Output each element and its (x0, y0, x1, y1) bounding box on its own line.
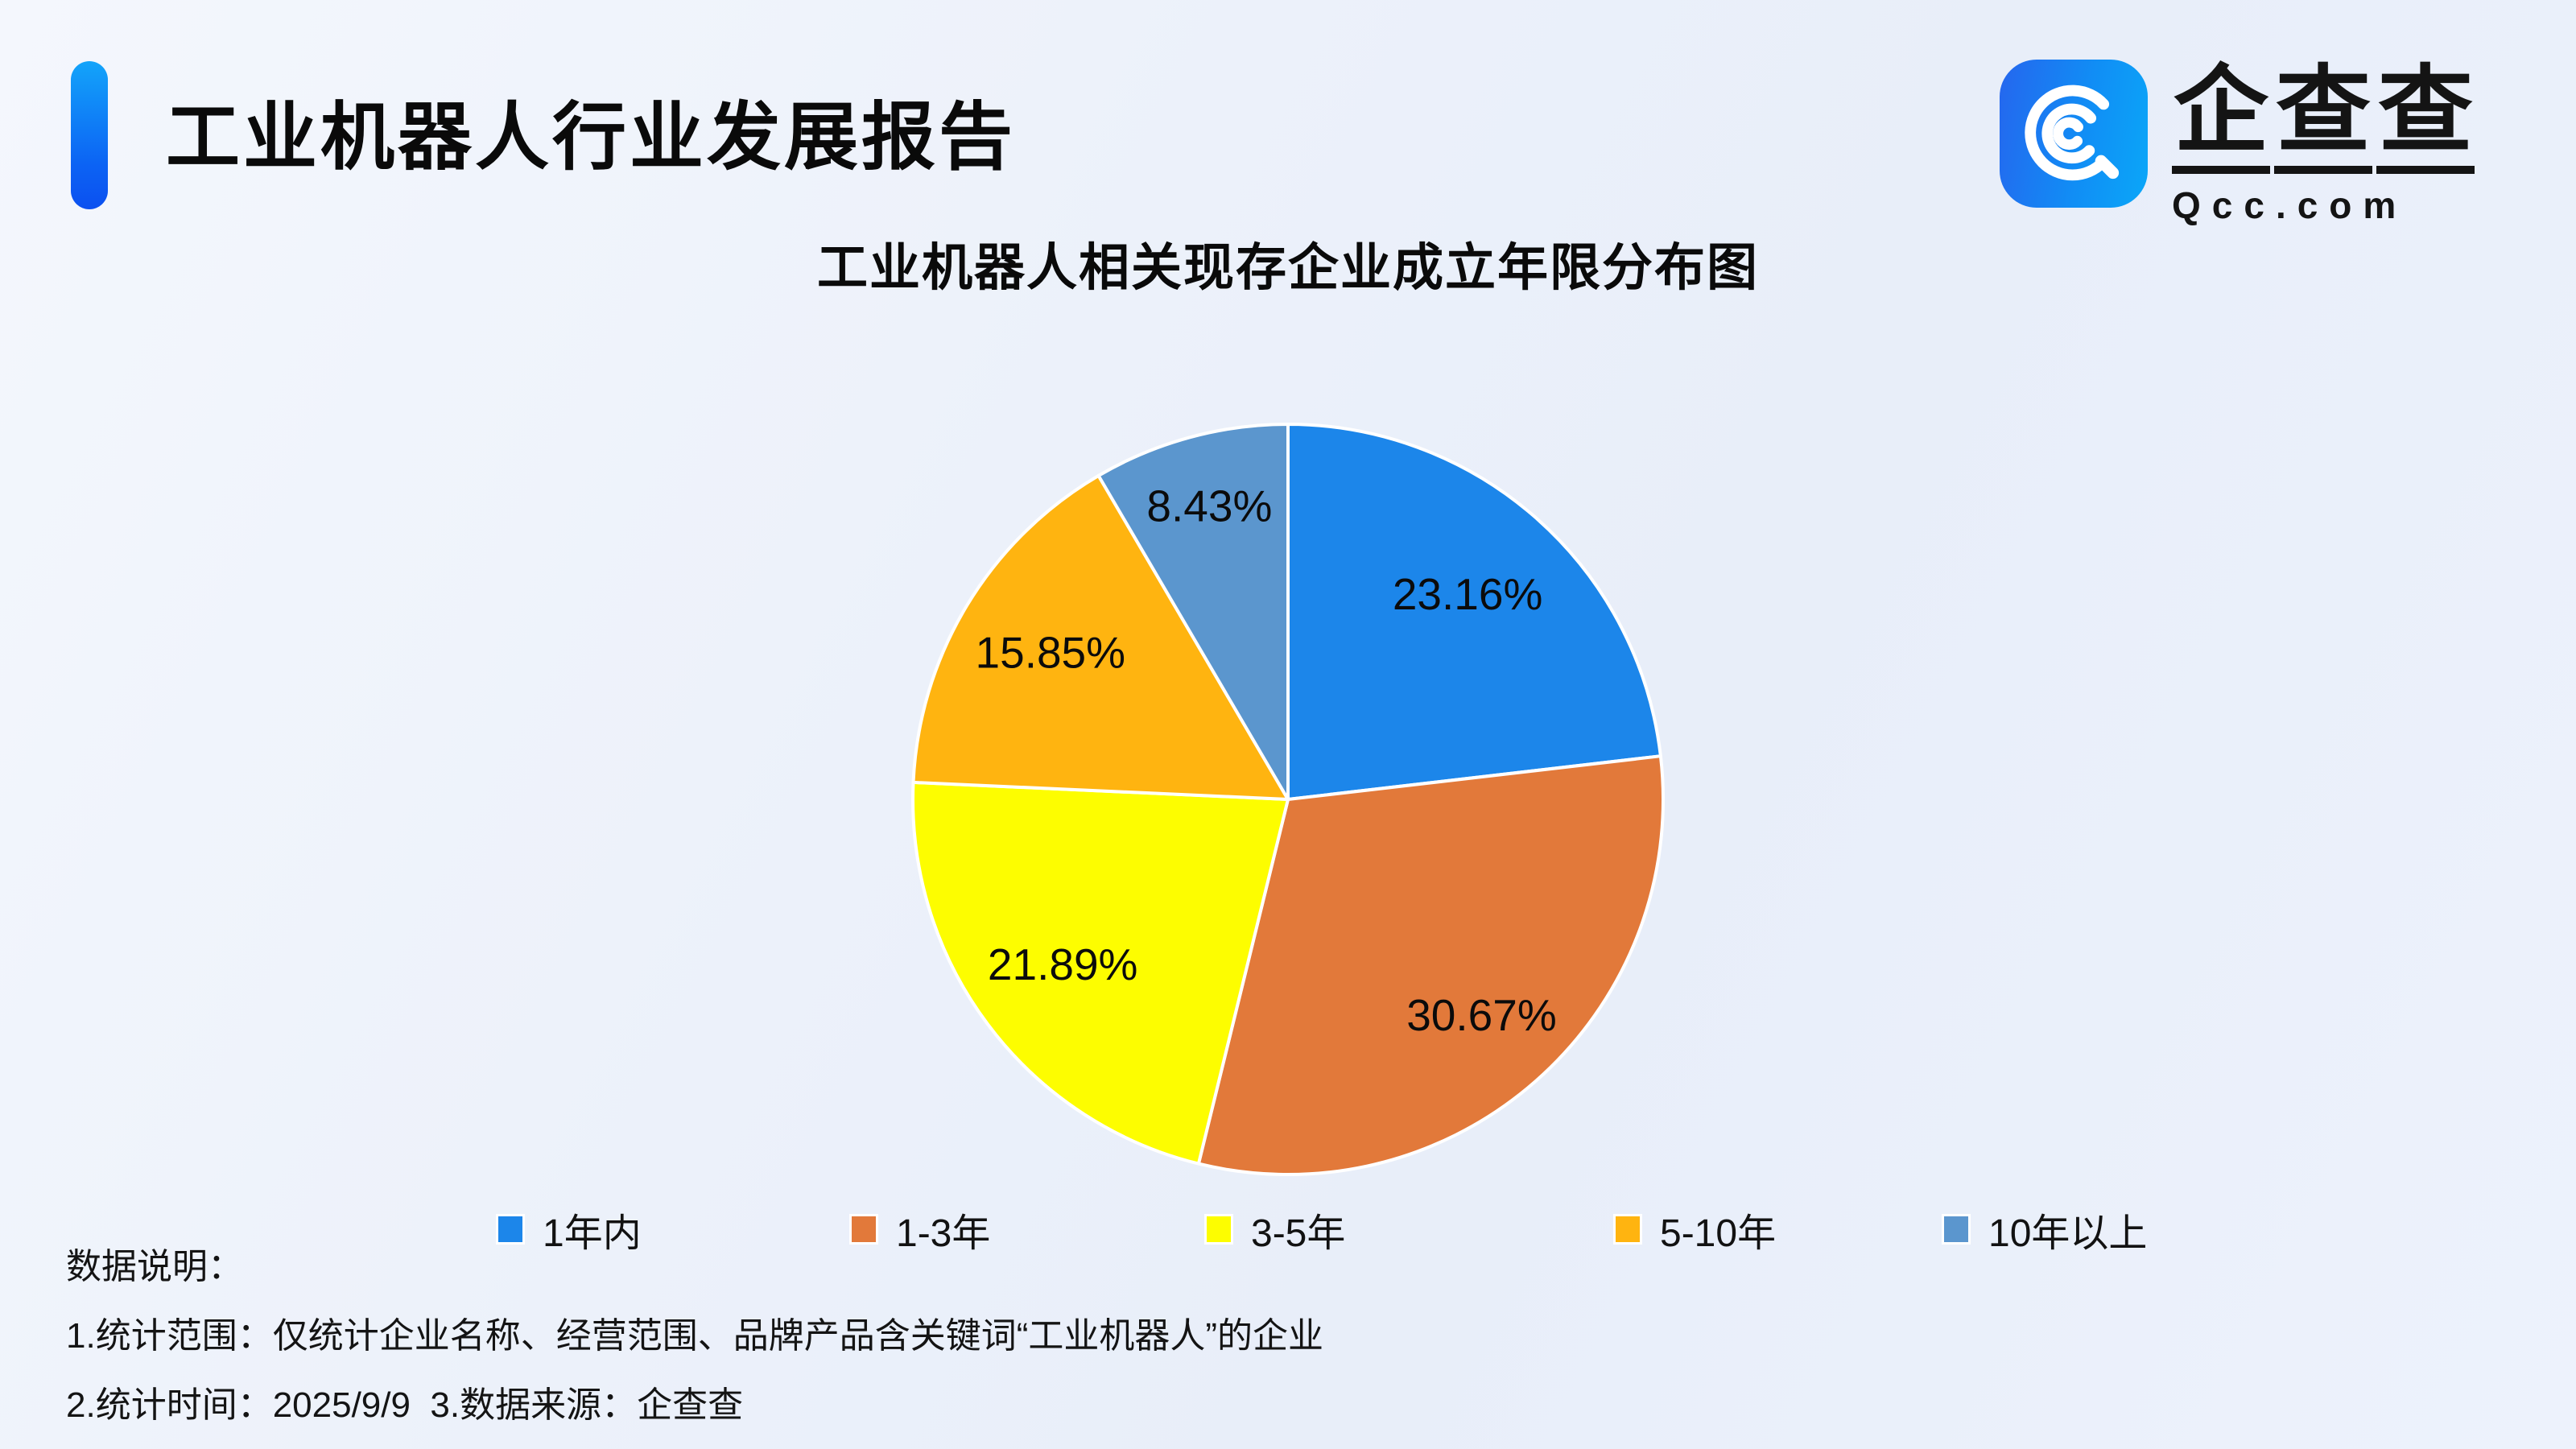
legend-item-10年以上: 10年以上 (1942, 1201, 2147, 1257)
notes-scope: 1.统计范围：仅统计企业名称、经营范围、品牌产品含关键词“工业机器人”的企业 (66, 1316, 1323, 1356)
legend-label: 1年内 (543, 1212, 642, 1255)
data-notes: 数据说明： 1.统计范围：仅统计企业名称、经营范围、品牌产品含关键词“工业机器人… (66, 1249, 1323, 1423)
notes-date-source: 2.统计时间：2025/9/9 3.数据来源：企查查 (66, 1385, 744, 1425)
legend-marker-icon (1942, 1214, 1971, 1245)
pie-chart: 23.16% 30.67% 21.89% 15.85% 8.43% (902, 413, 1674, 1186)
pie-slice-label: 30.67% (1406, 990, 1557, 1040)
pie-slice-5-10年 (911, 473, 1290, 801)
pie-slice-1-3年 (1196, 754, 1666, 1177)
legend-item-1-3年: 1-3年 (849, 1201, 990, 1257)
brand-char: 查 (2376, 59, 2475, 174)
chart-legend: 1年内 1-3年 3-5年 5-10年 10年以上 (0, 1201, 2576, 1257)
legend-label: 3-5年 (1251, 1212, 1346, 1255)
pie-slice-10年以上 (1096, 423, 1290, 801)
brand-name-cn: 企查查 (2172, 59, 2479, 174)
brand-char: 查 (2274, 59, 2373, 174)
brand-char: 企 (2172, 59, 2271, 174)
legend-label: 1-3年 (896, 1212, 991, 1255)
pie-slice-label: 23.16% (1393, 569, 1543, 619)
qcc-logo-icon (2000, 60, 2148, 208)
pie-slice-label: 15.85% (976, 627, 1126, 677)
legend-label: 10年以上 (1988, 1212, 2148, 1255)
legend-label: 5-10年 (1660, 1212, 1777, 1255)
pie-slice-1年内 (1286, 423, 1662, 801)
legend-marker-icon (849, 1214, 878, 1245)
legend-item-3-5年: 3-5年 (1204, 1201, 1345, 1257)
page-title: 工业机器人行业发展报告 (166, 97, 1017, 179)
qcc-monogram-icon (2025, 85, 2120, 181)
legend-marker-icon (1204, 1214, 1233, 1245)
logo-text: 企查查 Qcc.com (2172, 59, 2479, 227)
legend-marker-icon (1613, 1214, 1642, 1245)
qcc-logo: 企查查 Qcc.com (2000, 59, 2479, 227)
notes-heading: 数据说明： (66, 1247, 243, 1286)
pie-slice-3-5年 (911, 780, 1290, 1166)
pie-chart-svg: 23.16% 30.67% 21.89% 15.85% 8.43% (911, 423, 1666, 1177)
legend-marker-icon (496, 1214, 525, 1245)
legend-item-5-10年: 5-10年 (1613, 1201, 1776, 1257)
pie-slice-label: 21.89% (988, 939, 1138, 989)
title-accent-bar (71, 61, 108, 209)
legend-item-1年内: 1年内 (496, 1201, 642, 1257)
chart-title: 工业机器人相关现存企业成立年限分布图 (817, 240, 1759, 296)
brand-domain: Qcc.com (2172, 184, 2408, 226)
pie-slice-label: 8.43% (1146, 481, 1272, 531)
